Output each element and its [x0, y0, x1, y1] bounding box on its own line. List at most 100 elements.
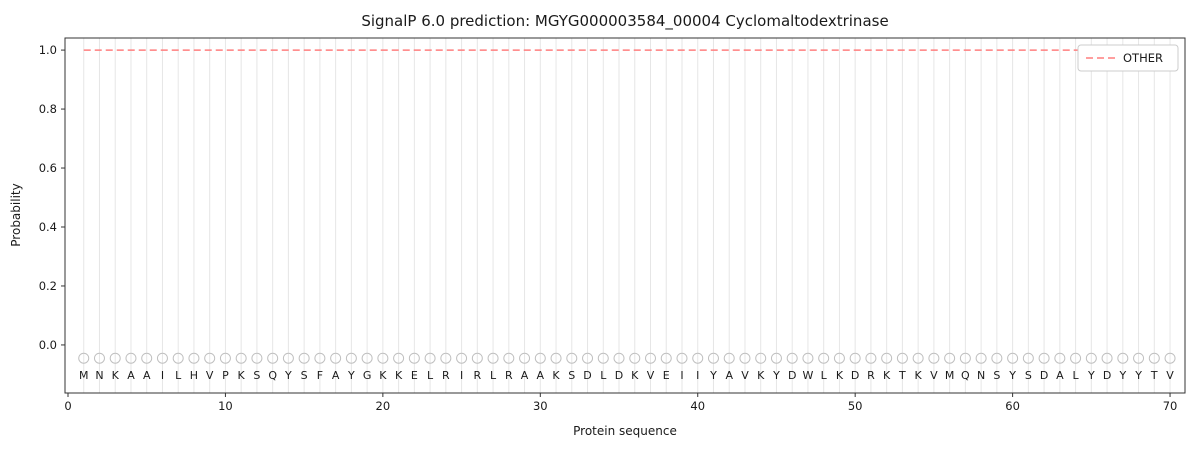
residue-marker: [660, 352, 672, 364]
residue-letter: A: [143, 369, 151, 382]
residue-letter: P: [222, 369, 229, 382]
residue-marker: [723, 352, 735, 364]
legend-box: [1077, 44, 1179, 72]
residue-letter: L: [600, 369, 607, 382]
residue-letter: E: [411, 369, 418, 382]
residue-marker: [865, 352, 877, 364]
residue-letter: A: [521, 369, 529, 382]
residue-marker: [1022, 352, 1034, 364]
residue-letter: Y: [347, 369, 355, 382]
y-tick-label: 0.6: [39, 161, 57, 175]
residue-letter: H: [190, 369, 198, 382]
residue-marker: [692, 352, 704, 364]
residue-marker: [519, 352, 531, 364]
residue-letter: L: [175, 369, 182, 382]
residue-letter: N: [95, 369, 103, 382]
residue-letter: T: [898, 369, 906, 382]
residue-letter: V: [741, 369, 749, 382]
residue-marker: [786, 352, 798, 364]
y-tick-label: 0.4: [39, 220, 57, 234]
residue-marker: [849, 352, 861, 364]
residue-marker: [204, 352, 216, 364]
residue-marker: [896, 352, 908, 364]
residue-marker: [770, 352, 782, 364]
residue-marker: [267, 352, 279, 364]
y-tick-label: 0.2: [39, 279, 57, 293]
residue-marker: [282, 352, 294, 364]
residue-letter: S: [1025, 369, 1032, 382]
residue-letter: M: [79, 369, 89, 382]
residue-marker: [251, 352, 263, 364]
residue-marker: [345, 352, 357, 364]
y-tick-label: 0.8: [39, 102, 57, 116]
residue-letter: S: [568, 369, 575, 382]
residue-letter: K: [238, 369, 246, 382]
residue-letter: Y: [1118, 369, 1126, 382]
residue-letter: Y: [709, 369, 717, 382]
residue-letter: F: [317, 369, 323, 382]
residue-marker: [219, 352, 231, 364]
residue-letter: I: [696, 369, 699, 382]
residue-marker: [424, 352, 436, 364]
residue-marker: [881, 352, 893, 364]
residue-marker: [912, 352, 924, 364]
residue-marker: [471, 352, 483, 364]
residue-marker: [109, 352, 121, 364]
residue-marker: [534, 352, 546, 364]
residue-marker: [1101, 352, 1113, 364]
residue-letter: Y: [1134, 369, 1142, 382]
residue-letter: D: [615, 369, 623, 382]
residue-letter: A: [1056, 369, 1064, 382]
residue-marker: [944, 352, 956, 364]
residue-letter: K: [915, 369, 923, 382]
residue-letter: R: [473, 369, 481, 382]
residue-marker: [330, 352, 342, 364]
residue-marker: [1133, 352, 1145, 364]
residue-marker: [645, 352, 657, 364]
residue-letter: A: [127, 369, 135, 382]
residue-letter: I: [460, 369, 463, 382]
residue-marker: [629, 352, 641, 364]
residue-marker: [298, 352, 310, 364]
residue-marker: [676, 352, 688, 364]
residue-marker: [991, 352, 1003, 364]
residue-marker: [172, 352, 184, 364]
x-tick-label: 60: [1005, 399, 1020, 413]
residue-marker: [1117, 352, 1129, 364]
residue-marker: [93, 352, 105, 364]
residue-letter: N: [977, 369, 985, 382]
residue-letter: I: [161, 369, 164, 382]
residue-letter: D: [851, 369, 859, 382]
y-tick-label: 0.0: [39, 338, 57, 352]
residue-marker: [975, 352, 987, 364]
residue-marker: [1085, 352, 1097, 364]
residue-marker: [361, 352, 373, 364]
chart-title: SignalP 6.0 prediction: MGYG000003584_00…: [361, 12, 889, 30]
residue-letter: Y: [772, 369, 780, 382]
residue-marker: [1070, 352, 1082, 364]
residue-letter: K: [112, 369, 120, 382]
residue-marker: [503, 352, 515, 364]
residue-letter: V: [1166, 369, 1174, 382]
residue-letter: D: [1103, 369, 1111, 382]
residue-marker: [125, 352, 137, 364]
residue-letter: K: [631, 369, 639, 382]
residue-letter: Q: [268, 369, 277, 382]
residue-marker: [141, 352, 153, 364]
residue-marker: [833, 352, 845, 364]
residue-marker: [156, 352, 168, 364]
residue-letter: S: [993, 369, 1000, 382]
residue-letter: S: [253, 369, 260, 382]
residue-marker: [188, 352, 200, 364]
residue-marker: [613, 352, 625, 364]
residue-marker: [456, 352, 468, 364]
residue-letter: T: [1150, 369, 1158, 382]
residue-letter: K: [757, 369, 765, 382]
residue-marker: [440, 352, 452, 364]
residue-letter: K: [552, 369, 560, 382]
residue-letter: G: [363, 369, 372, 382]
residue-marker: [377, 352, 389, 364]
residue-marker: [235, 352, 247, 364]
residue-marker: [314, 352, 326, 364]
